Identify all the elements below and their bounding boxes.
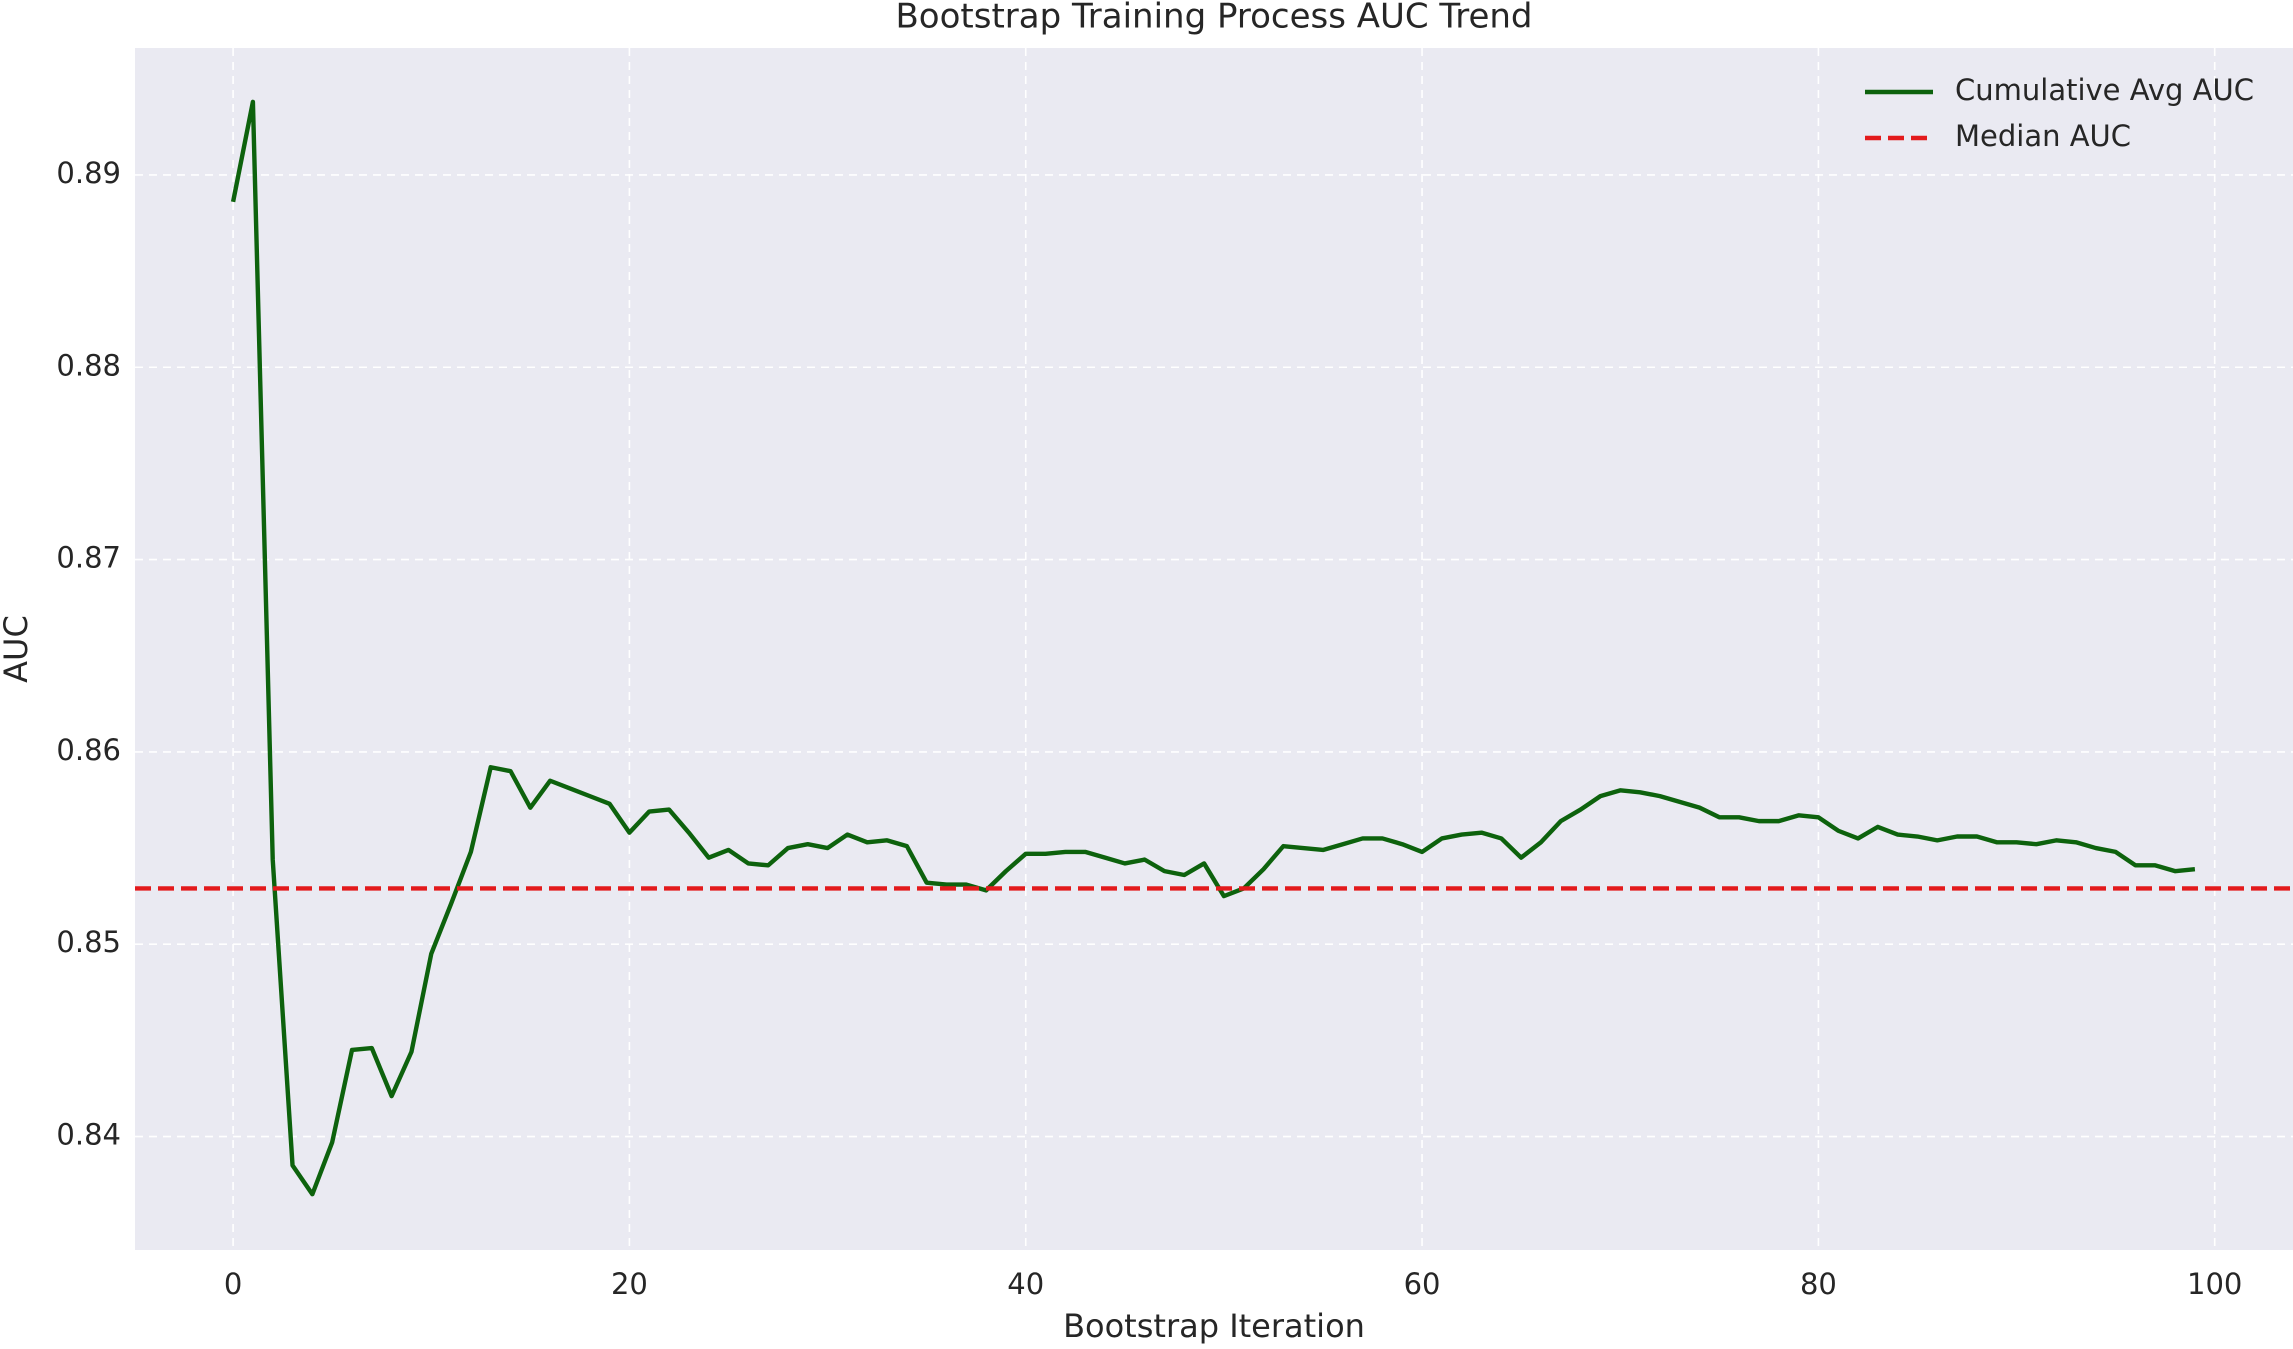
y-tick-label: 0.86	[56, 733, 121, 767]
y-tick-label: 0.84	[56, 1118, 121, 1152]
y-tick-label: 0.88	[56, 348, 121, 382]
y-tick-label: 0.87	[56, 541, 121, 575]
data-line	[230, 99, 2196, 1197]
legend-label: Median AUC	[1955, 119, 2131, 153]
legend-label: Cumulative Avg AUC	[1955, 73, 2254, 107]
x-axis-label: Bootstrap Iteration	[1063, 1307, 1365, 1345]
plot-area	[135, 48, 2293, 1250]
x-tick-label: 40	[1007, 1267, 1044, 1301]
y-tick-label: 0.85	[56, 925, 121, 959]
y-tick-label: 0.89	[56, 156, 121, 190]
y-axis-label: AUC	[0, 615, 35, 683]
x-tick-label: 80	[1800, 1267, 1837, 1301]
x-tick-label: 100	[2187, 1267, 2242, 1301]
x-tick-label: 60	[1404, 1267, 1441, 1301]
x-tick-label: 0	[224, 1267, 242, 1301]
chart-title: Bootstrap Training Process AUC Trend	[895, 0, 1532, 37]
x-tick-label: 20	[611, 1267, 648, 1301]
